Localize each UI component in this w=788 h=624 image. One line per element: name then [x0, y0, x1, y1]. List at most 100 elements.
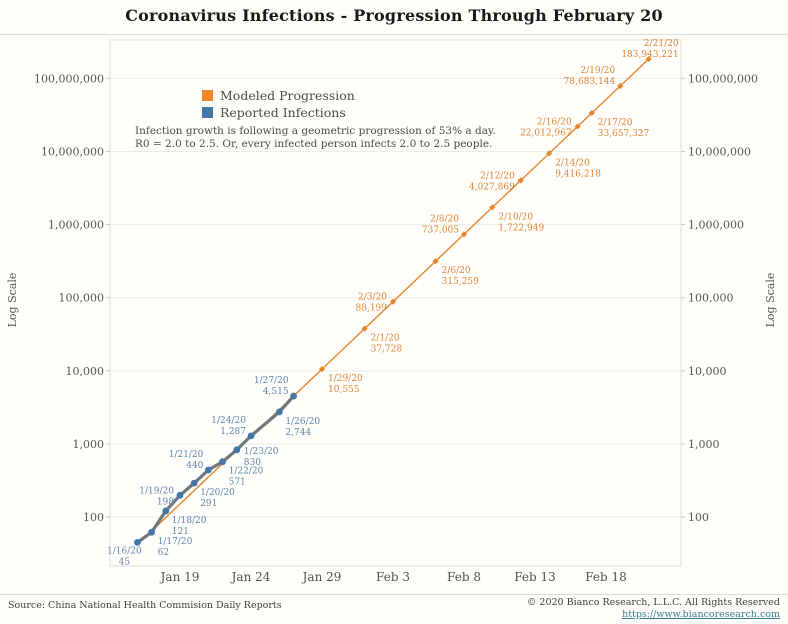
point-date-label: 1/29/20	[328, 374, 363, 384]
title-divider	[0, 34, 788, 35]
point-value-label: 571	[229, 478, 246, 488]
x-tick-label: Jan 24	[230, 570, 271, 584]
x-tick-label: Jan 29	[301, 570, 342, 584]
y-tick-label-left: 1,000	[73, 438, 105, 451]
copyright-block: © 2020 Bianco Research, L.L.C. All Right…	[527, 597, 780, 621]
point-value-label: 4,515	[263, 387, 289, 397]
y-tick-label-left: 1,000,000	[48, 219, 104, 232]
y-tick-label-left: 10,000	[66, 365, 105, 378]
y-tick-label-right: 10,000	[688, 365, 727, 378]
point-date-label: 1/20/20	[200, 488, 235, 498]
point-value-label: 315,259	[442, 277, 479, 287]
x-tick-label: Feb 13	[514, 570, 556, 584]
reported-marker	[205, 466, 212, 474]
modeled-marker	[389, 298, 397, 305]
point-value-label: 10,555	[328, 385, 360, 395]
reported-marker	[219, 458, 227, 466]
point-date-label: 1/21/20	[169, 450, 204, 460]
y-tick-label-right: 100	[688, 511, 709, 524]
point-value-label: 121	[172, 527, 189, 537]
modeled-marker	[432, 258, 439, 265]
modeled-marker	[460, 231, 468, 238]
modeled-marker	[546, 150, 553, 157]
legend-label-modeled: Modeled Progression	[220, 88, 355, 103]
point-value-label: 4,027,869	[469, 182, 515, 192]
y-tick-label-left: 100	[83, 511, 104, 524]
y-tick-label-right: 100,000,000	[688, 72, 758, 85]
point-value-label: 33,657,327	[598, 129, 650, 139]
chart-title: Coronavirus Infections - Progression Thr…	[125, 6, 663, 25]
point-value-label: 1,722,949	[498, 223, 544, 233]
point-date-label: 1/26/20	[285, 417, 320, 427]
plot-border	[109, 39, 682, 567]
y-tick-label-left: 10,000,000	[41, 146, 104, 159]
point-date-label: 2/10/20	[498, 212, 533, 222]
copyright-text: © 2020 Bianco Research, L.L.C. All Right…	[526, 597, 780, 608]
point-value-label: 737,005	[422, 225, 459, 235]
point-date-label: 1/18/20	[172, 516, 207, 526]
modeled-marker	[617, 82, 624, 90]
x-tick-label: Feb 18	[585, 570, 627, 584]
reported-marker	[233, 446, 241, 454]
x-tick-label: Feb 3	[376, 570, 410, 584]
modeled-marker	[574, 123, 581, 130]
modeled-marker	[588, 109, 595, 117]
modeled-swatch-icon	[202, 90, 213, 101]
modeled-marker	[517, 177, 524, 184]
point-value-label: 78,683,144	[564, 77, 616, 87]
point-date-label: 2/12/20	[480, 171, 515, 181]
x-tick-label: Feb 8	[447, 570, 481, 584]
reported-marker	[148, 528, 156, 536]
note-line-2: R0 = 2.0 to 2.5. Or, every infected pers…	[135, 137, 493, 150]
point-date-label: 2/19/20	[580, 66, 615, 76]
point-date-label: 1/19/20	[139, 486, 174, 496]
point-date-label: 2/6/20	[442, 266, 471, 276]
y-tick-label-left: 100,000,000	[34, 72, 104, 85]
legend-item-modeled: Modeled Progression	[202, 87, 355, 104]
footer-divider	[0, 594, 788, 595]
point-date-label: 2/16/20	[537, 117, 572, 127]
point-date-label: 2/3/20	[358, 293, 387, 303]
reported-marker	[190, 479, 198, 487]
point-date-label: 1/22/20	[229, 467, 264, 477]
point-value-label: 22,012,967	[520, 128, 572, 138]
point-date-label: 1/16/20	[107, 546, 142, 556]
reported-marker	[290, 392, 297, 400]
y-tick-label-left: 100,000	[59, 292, 105, 305]
point-date-label: 1/23/20	[244, 447, 279, 457]
reported-swatch-icon	[202, 107, 213, 118]
legend: Modeled Progression Reported Infections	[202, 87, 355, 121]
point-value-label: 45	[119, 557, 131, 567]
legend-item-reported: Reported Infections	[202, 104, 355, 121]
point-value-label: 198	[157, 497, 174, 507]
modeled-marker	[361, 325, 368, 332]
reported-marker	[162, 507, 170, 515]
y-tick-label-right: 100,000	[688, 292, 734, 305]
source-credit: Source: China National Health Commision …	[8, 600, 282, 611]
reported-marker	[134, 538, 141, 546]
point-date-label: 1/27/20	[254, 376, 289, 386]
point-value-label: 88,199	[356, 304, 388, 314]
modeled-marker	[489, 204, 496, 211]
point-date-label: 2/14/20	[555, 158, 590, 168]
legend-label-reported: Reported Infections	[220, 105, 346, 120]
point-date-label: 2/17/20	[598, 118, 633, 128]
modeled-marker	[645, 55, 652, 63]
y-tick-label-right: 10,000,000	[688, 146, 751, 159]
point-value-label: 291	[200, 499, 217, 509]
y-tick-label-right: 1,000,000	[688, 219, 744, 232]
website-link[interactable]: https://www.biancoresearch.com	[622, 609, 780, 620]
point-value-label: 62	[158, 548, 169, 558]
x-tick-label: Jan 19	[159, 570, 200, 584]
point-value-label: 37,728	[371, 345, 403, 355]
point-value-label: 830	[244, 458, 261, 468]
y-tick-label-right: 1,000	[688, 438, 720, 451]
note-line-1: Infection growth is following a geometri…	[135, 125, 496, 137]
y-axis-title-right: Log Scale	[764, 273, 777, 328]
reported-marker	[176, 491, 184, 499]
plot-area: 100,000,000 100,000,000 10,000,000 10,000,0…	[6, 39, 777, 584]
point-value-label: 1,287	[220, 427, 246, 437]
point-date-label: 1/17/20	[158, 537, 193, 547]
point-value-label: 183,943,221	[621, 50, 678, 60]
